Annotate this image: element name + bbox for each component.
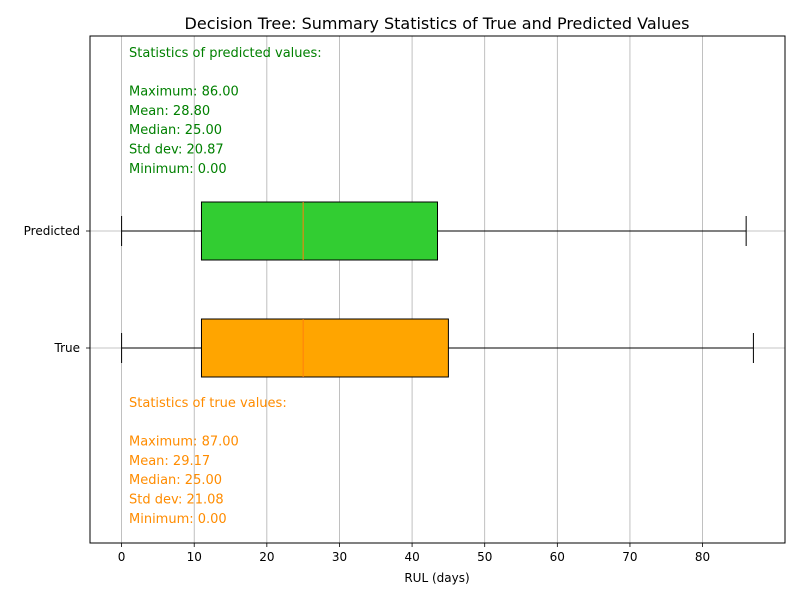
x-tick-label: 0 <box>118 550 126 564</box>
iqr-box <box>200 201 438 261</box>
stats-line: Minimum: 0.00 <box>129 512 227 527</box>
stats-annotation-true: Statistics of true values: Maximum: 87.00… <box>129 396 287 527</box>
plot-frame <box>89 35 786 544</box>
x-tick-label: 40 <box>404 550 419 564</box>
box-layer <box>121 201 754 378</box>
x-tick-label: 20 <box>259 550 274 564</box>
stats-line: Mean: 28.80 <box>129 104 210 119</box>
y-axis-ticks: True Predicted <box>24 224 90 355</box>
box-predicted <box>121 201 747 261</box>
stats-line: Mean: 29.17 <box>129 454 210 469</box>
x-tick-label: 50 <box>477 550 492 564</box>
stats-line: Minimum: 0.00 <box>129 162 227 177</box>
x-tick-label: 10 <box>187 550 202 564</box>
x-axis-ticks: 0 10 20 30 40 50 60 70 80 <box>118 543 710 564</box>
x-tick-label: 30 <box>332 550 347 564</box>
stats-line: Median: 25.00 <box>129 473 222 488</box>
x-tick-label: 80 <box>695 550 710 564</box>
box-true <box>121 318 754 378</box>
stats-line: Std dev: 20.87 <box>129 143 224 158</box>
chart-title: Decision Tree: Summary Statistics of Tru… <box>185 14 690 33</box>
y-tick-label: Predicted <box>24 224 80 238</box>
x-tick-label: 70 <box>622 550 637 564</box>
stats-line: Median: 25.00 <box>129 123 222 138</box>
stats-line: Maximum: 87.00 <box>129 435 239 450</box>
annotations: Statistics of predicted values: Maximum: … <box>129 46 322 527</box>
stats-line: Maximum: 86.00 <box>129 85 239 100</box>
x-axis-label: RUL (days) <box>404 571 469 585</box>
y-tick-label: True <box>54 341 81 355</box>
stats-annotation-predicted: Statistics of predicted values: Maximum: … <box>129 46 322 177</box>
iqr-box <box>200 318 449 378</box>
stats-line: Statistics of true values: <box>129 396 287 411</box>
x-tick-label: 60 <box>550 550 565 564</box>
stats-line: Statistics of predicted values: <box>129 46 322 61</box>
stats-line: Std dev: 21.08 <box>129 493 224 508</box>
